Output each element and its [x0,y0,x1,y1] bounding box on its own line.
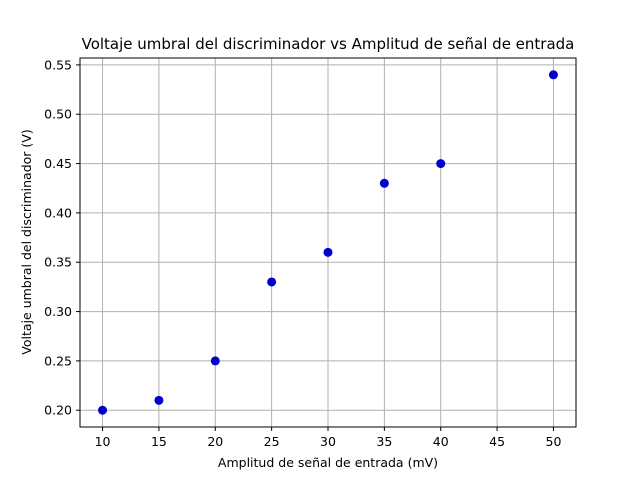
data-point [548,70,558,80]
data-point [323,247,333,257]
x-tick-label: 20 [207,434,223,449]
x-tick-label: 50 [546,434,562,449]
x-tick-label: 45 [489,434,505,449]
x-axis-label: Amplitud de señal de entrada (mV) [218,455,438,470]
y-tick-label: 0.55 [44,57,72,72]
data-point [267,277,277,287]
x-tick-label: 40 [433,434,449,449]
data-point [210,356,220,366]
y-tick-label: 0.45 [44,156,72,171]
y-tick-label: 0.40 [44,205,72,220]
tick-layer: 10 15 20 25 30 35 40 45 50 0.20 0.25 0.30 0.35 0.40 0.… [44,57,561,449]
data-point [379,178,389,188]
data-point [98,405,108,415]
y-tick-label: 0.25 [44,353,72,368]
y-axis-label: Voltaje umbral del discriminador (V) [19,129,34,354]
x-tick-label: 35 [376,434,392,449]
data-point [154,395,164,405]
y-tick-label: 0.50 [44,107,72,122]
x-tick-label: 10 [95,434,111,449]
data-point [436,159,446,169]
data-points [98,70,558,415]
y-tick-label: 0.30 [44,304,72,319]
y-tick-label: 0.20 [44,403,72,418]
grid-layer [80,58,576,427]
x-tick-label: 15 [151,434,167,449]
x-tick-label: 25 [264,434,280,449]
y-tick-label: 0.35 [44,255,72,270]
chart-title: Voltaje umbral del discriminador vs Ampl… [82,35,575,53]
x-tick-label: 30 [320,434,336,449]
